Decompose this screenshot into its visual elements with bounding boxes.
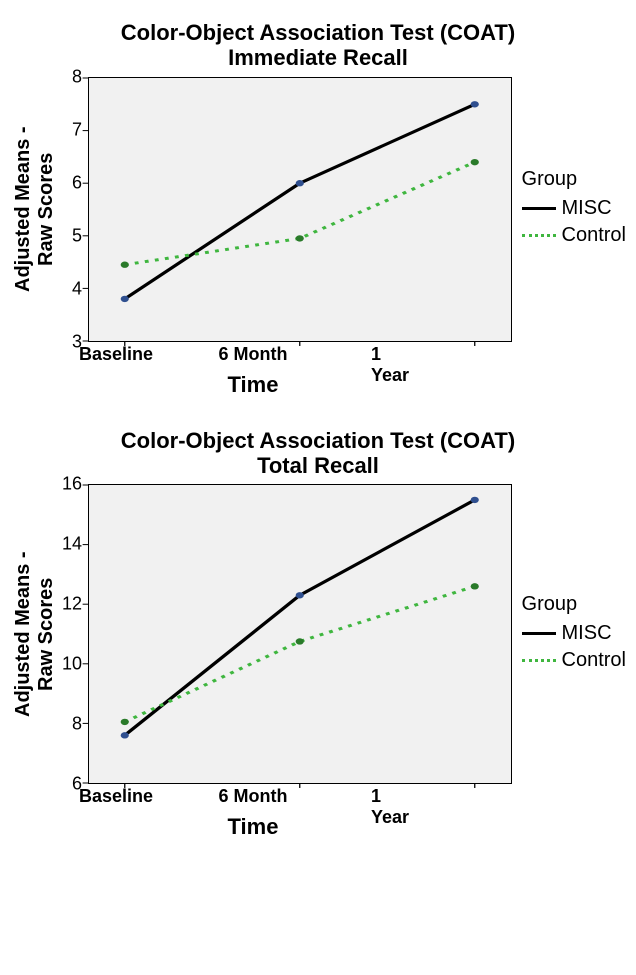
legend: Group MISC Control: [512, 168, 626, 251]
x-axis-label: Time: [88, 372, 418, 398]
chart-title: Color-Object Association Test (COAT)Tota…: [10, 428, 626, 479]
chart-title-line1: Color-Object Association Test (COAT): [10, 20, 626, 45]
y-axis-label: Adjusted Means -Raw Scores: [10, 77, 60, 342]
series-line-control: [125, 162, 475, 265]
x-tick-label: 6 Month: [219, 786, 288, 807]
series-line-misc: [125, 500, 475, 735]
x-ticks: Baseline6 Month1 Year: [88, 784, 418, 808]
y-tick-label: 7: [72, 119, 82, 140]
x-axis-label: Time: [88, 814, 418, 840]
x-tick-label: 6 Month: [219, 344, 288, 365]
legend-label: Control: [562, 224, 626, 247]
y-tick-label: 6: [72, 172, 82, 193]
legend-item: MISC: [522, 197, 626, 220]
legend: Group MISC Control: [512, 593, 626, 676]
series-line-misc: [125, 104, 475, 299]
legend-swatch: [522, 659, 556, 662]
x-tick-label: Baseline: [79, 344, 153, 365]
x-tick-label: 1 Year: [371, 344, 409, 386]
chart-title: Color-Object Association Test (COAT)Imme…: [10, 20, 626, 71]
y-tick-label: 5: [72, 225, 82, 246]
chart-title-line1: Color-Object Association Test (COAT): [10, 428, 626, 453]
y-tick-label: 8: [72, 714, 82, 735]
legend-swatch: [522, 632, 556, 635]
legend-swatch: [522, 234, 556, 237]
y-tick-label: 14: [62, 534, 82, 555]
legend-item: MISC: [522, 622, 626, 645]
x-tick-label: Baseline: [79, 786, 153, 807]
y-tick-label: 8: [72, 66, 82, 87]
y-ticks: 6810121416: [60, 484, 88, 784]
y-axis-label: Adjusted Means -Raw Scores: [10, 484, 60, 784]
chart-immediate: Color-Object Association Test (COAT)Imme…: [10, 20, 626, 398]
x-ticks: Baseline6 Month1 Year: [88, 342, 418, 366]
plot-area: [88, 484, 512, 784]
legend-label: MISC: [562, 197, 612, 220]
chart-title-line2: Immediate Recall: [10, 45, 626, 70]
y-ticks: 345678: [60, 77, 88, 342]
legend-label: MISC: [562, 622, 612, 645]
chart-title-line2: Total Recall: [10, 453, 626, 478]
legend-swatch: [522, 207, 556, 210]
y-tick-label: 4: [72, 278, 82, 299]
legend-label: Control: [562, 649, 626, 672]
legend-title: Group: [522, 168, 626, 191]
legend-item: Control: [522, 649, 626, 672]
y-tick-label: 16: [62, 474, 82, 495]
chart-total: Color-Object Association Test (COAT)Tota…: [10, 428, 626, 841]
legend-title: Group: [522, 593, 626, 616]
x-tick-label: 1 Year: [371, 786, 409, 828]
y-tick-label: 10: [62, 654, 82, 675]
plot-area: [88, 77, 512, 342]
y-tick-label: 12: [62, 594, 82, 615]
legend-item: Control: [522, 224, 626, 247]
series-line-control: [125, 587, 475, 723]
